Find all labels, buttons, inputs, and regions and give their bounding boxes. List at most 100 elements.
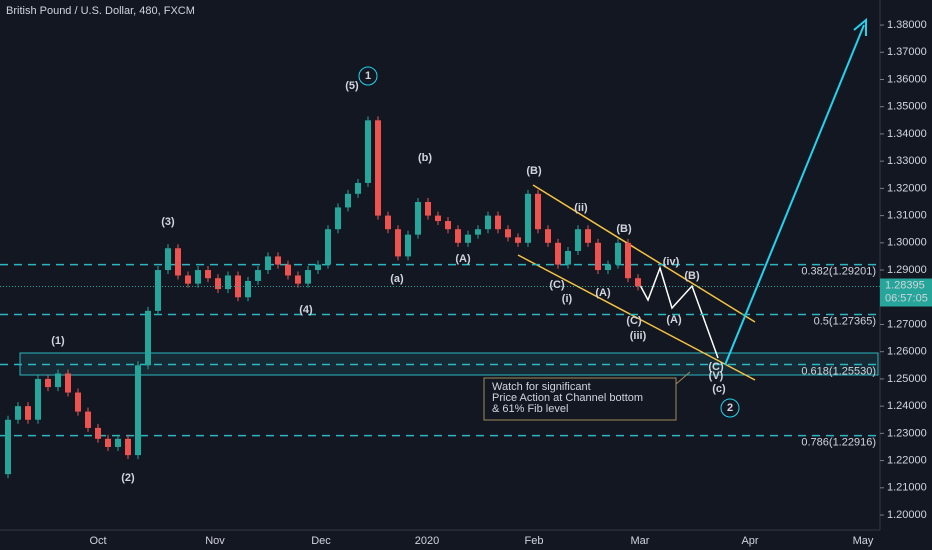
last-price-tag [880, 278, 932, 307]
y-tick-label: 1.25000 [887, 373, 927, 385]
x-tick-label: Dec [311, 535, 331, 547]
y-tick-label: 1.30000 [887, 237, 927, 249]
candle [215, 278, 221, 290]
candle [125, 438, 131, 456]
wave-label: (A) [595, 287, 611, 299]
candle [435, 215, 441, 222]
fib-label: 0.618(1.25530) [801, 365, 876, 377]
y-tick-label: 1.29000 [887, 264, 927, 276]
wave-label: (B) [526, 165, 542, 177]
candle [405, 234, 411, 257]
y-tick-label: 1.26000 [887, 346, 927, 358]
candle [85, 411, 91, 428]
wave-label: (iii) [630, 330, 647, 342]
candle [375, 120, 381, 216]
candle [65, 373, 71, 393]
candle [135, 365, 141, 456]
y-tick-label: 1.23000 [887, 427, 927, 439]
candle [495, 215, 501, 230]
wave-label: (A) [666, 314, 682, 326]
wave-label: (i) [562, 293, 573, 305]
y-tick-label: 1.37000 [887, 46, 927, 58]
annotation-line: & 61% Fib level [492, 403, 568, 415]
candle [175, 248, 181, 276]
candle [395, 229, 401, 257]
candle [455, 229, 461, 243]
candle [525, 193, 531, 243]
wave-label: (C) [549, 279, 565, 291]
candle [325, 229, 331, 265]
candle [265, 256, 271, 271]
annotation-frame [483, 371, 691, 421]
y-tick-label: 1.36000 [887, 73, 927, 85]
candle [625, 242, 631, 279]
candle [605, 264, 611, 271]
annotation-line: Watch for significant [492, 381, 591, 393]
candle [5, 419, 11, 475]
x-tick-label: Mar [631, 535, 650, 547]
candle [145, 310, 151, 366]
y-tick-label: 1.27000 [887, 318, 927, 330]
candle [545, 229, 551, 243]
candle [335, 207, 341, 230]
candle [555, 242, 561, 265]
candle [15, 406, 21, 420]
y-tick-label: 1.21000 [887, 482, 927, 494]
y-tick-label: 1.32000 [887, 182, 927, 194]
candle [245, 280, 251, 298]
candle [515, 237, 521, 243]
y-tick-label: 1.34000 [887, 128, 927, 140]
projection-arrow [724, 24, 865, 366]
candle [95, 427, 101, 439]
y-tick-label: 1.24000 [887, 400, 927, 412]
candle [285, 264, 291, 276]
candle [115, 438, 121, 447]
wave-label: (5) [345, 80, 359, 92]
candle [565, 250, 571, 265]
wave-label: (1) [51, 335, 65, 347]
candle [465, 234, 471, 243]
y-tick-label: 1.20000 [887, 509, 927, 521]
candle [255, 270, 261, 281]
wave-label: (B) [684, 270, 700, 282]
chart-title: British Pound / U.S. Dollar, 480, FXCM [6, 5, 195, 17]
candle [35, 378, 41, 420]
wave-label: (b) [418, 152, 432, 164]
candle [485, 215, 491, 230]
candle [205, 270, 211, 279]
candle [235, 275, 241, 298]
y-tick-label: 1.31000 [887, 209, 927, 221]
candle [45, 378, 51, 388]
y-tick-label: 1.22000 [887, 454, 927, 466]
candle [75, 392, 81, 412]
candle [55, 373, 61, 388]
wave-label: (C) [626, 315, 642, 327]
last-price-label: 1.28395 [885, 279, 925, 291]
candle [505, 229, 511, 238]
candle [165, 248, 171, 271]
countdown-label: 06:57:05 [885, 292, 928, 304]
candle [275, 256, 281, 265]
candle [345, 193, 351, 208]
candle [305, 270, 311, 284]
y-tick-label: 1.38000 [887, 19, 927, 31]
candle [365, 120, 371, 183]
candle [295, 275, 301, 284]
candle [535, 193, 541, 230]
wave-label: (C) [708, 361, 724, 373]
candle [415, 201, 421, 235]
x-tick-label: Nov [205, 535, 225, 547]
wave-circle [358, 66, 378, 86]
y-tick-label: 1.35000 [887, 101, 927, 113]
candle [445, 221, 451, 230]
x-tick-label: Oct [89, 535, 106, 547]
candle [155, 270, 161, 311]
wave-label: (ii) [574, 202, 588, 214]
candle [615, 242, 621, 265]
fib-label: 0.382(1.29201) [801, 265, 876, 277]
wave-circle [720, 398, 740, 418]
wave-label: (V) [709, 370, 724, 382]
wave-label: (iv) [663, 256, 680, 268]
